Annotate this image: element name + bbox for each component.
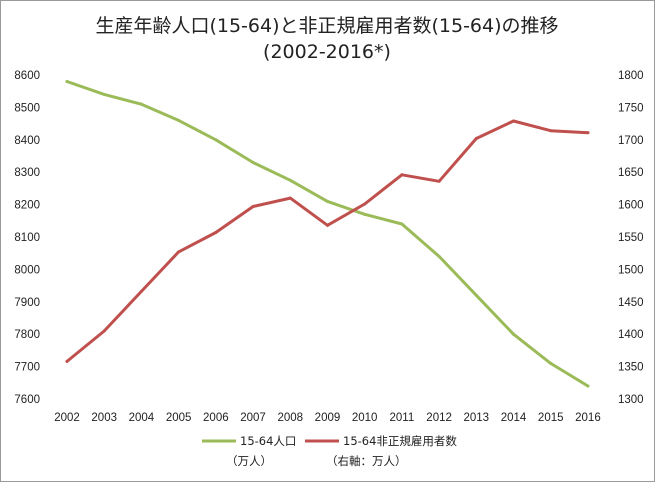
right-tick-label: 1300 [618, 394, 644, 406]
data-point [437, 254, 441, 258]
legend-label-nonregular: 15-64非正規雇用者数 [343, 434, 457, 448]
data-point [177, 118, 181, 122]
data-point [586, 384, 590, 388]
right-tick-label: 1450 [618, 297, 644, 309]
data-point [325, 223, 329, 227]
x-tick-label: 2008 [277, 412, 303, 424]
data-point [400, 222, 404, 226]
right-tick-label: 1500 [618, 264, 644, 276]
chart-title-line2: (2002-2016*) [263, 41, 391, 63]
data-point [363, 202, 367, 206]
x-tick-label: 2009 [315, 412, 341, 424]
left-tick-label: 7800 [14, 329, 40, 341]
chart-title-line1: 生産年齢人口(15-64)と非正規雇用者数(15-64)の推移 [95, 15, 558, 37]
data-point [363, 212, 367, 216]
legend-unit-population: （万人） [226, 454, 272, 468]
x-tick-label: 2016 [575, 412, 601, 424]
right-tick-label: 1550 [618, 232, 644, 244]
left-tick-label: 8400 [14, 135, 40, 147]
data-point [325, 199, 329, 203]
right-tick-label: 1650 [618, 167, 644, 179]
x-tick-label: 2013 [464, 412, 490, 424]
left-tick-label: 8300 [14, 167, 40, 179]
data-point [549, 361, 553, 365]
right-tick-label: 1400 [618, 329, 644, 341]
data-point [214, 138, 218, 142]
right-tick-label: 1350 [618, 362, 644, 374]
data-point [512, 332, 516, 336]
plot-area [65, 79, 590, 388]
left-tick-label: 8100 [14, 232, 40, 244]
data-point [65, 359, 69, 363]
x-tick-label: 2003 [91, 412, 117, 424]
left-tick-label: 8000 [14, 264, 40, 276]
data-point [288, 196, 292, 200]
data-point [65, 79, 69, 83]
data-point [474, 293, 478, 297]
data-point [400, 173, 404, 177]
data-point [102, 92, 106, 96]
right-tick-label: 1750 [618, 102, 644, 114]
data-point [251, 205, 255, 209]
left-tick-label: 7600 [14, 394, 40, 406]
data-point [139, 102, 143, 106]
data-point [251, 160, 255, 164]
x-tick-label: 2012 [426, 412, 452, 424]
data-point [139, 289, 143, 293]
data-point [474, 137, 478, 141]
data-point [586, 131, 590, 135]
series-line-population [65, 80, 590, 388]
right-tick-label: 1700 [618, 135, 644, 147]
legend-label-population: 15-64人口 [240, 434, 296, 448]
data-point [549, 129, 553, 133]
data-point [102, 329, 106, 333]
data-point [437, 179, 441, 183]
left-tick-label: 7700 [14, 362, 40, 374]
data-point [512, 119, 516, 123]
data-point [177, 250, 181, 254]
x-tick-label: 2004 [129, 412, 155, 424]
x-tick-label: 2010 [352, 412, 378, 424]
right-tick-label: 1800 [618, 70, 644, 82]
right-tick-label: 1600 [618, 200, 644, 212]
x-tick-label: 2014 [501, 412, 527, 424]
x-tick-label: 2011 [390, 412, 415, 424]
series-line-nonregular [65, 119, 590, 363]
x-tick-label: 2005 [166, 412, 192, 424]
axis-ticks: 8600 8500 8400 8300 8200 8100 8000 7900 7800 7700… [14, 70, 643, 424]
data-point [288, 178, 292, 182]
x-tick-label: 2006 [203, 412, 229, 424]
legend-unit-nonregular: （右軸：万人） [326, 454, 407, 468]
left-tick-label: 7900 [14, 297, 40, 309]
legend: 15-64人口 （万人） 15-64非正規雇用者数 （右軸：万人） [202, 434, 457, 468]
x-tick-label: 2002 [54, 412, 80, 424]
data-point [214, 230, 218, 234]
x-tick-label: 2007 [240, 412, 266, 424]
left-tick-label: 8600 [14, 70, 40, 82]
x-tick-label: 2015 [538, 412, 564, 424]
left-tick-label: 8500 [14, 102, 40, 114]
left-tick-label: 8200 [14, 200, 40, 212]
